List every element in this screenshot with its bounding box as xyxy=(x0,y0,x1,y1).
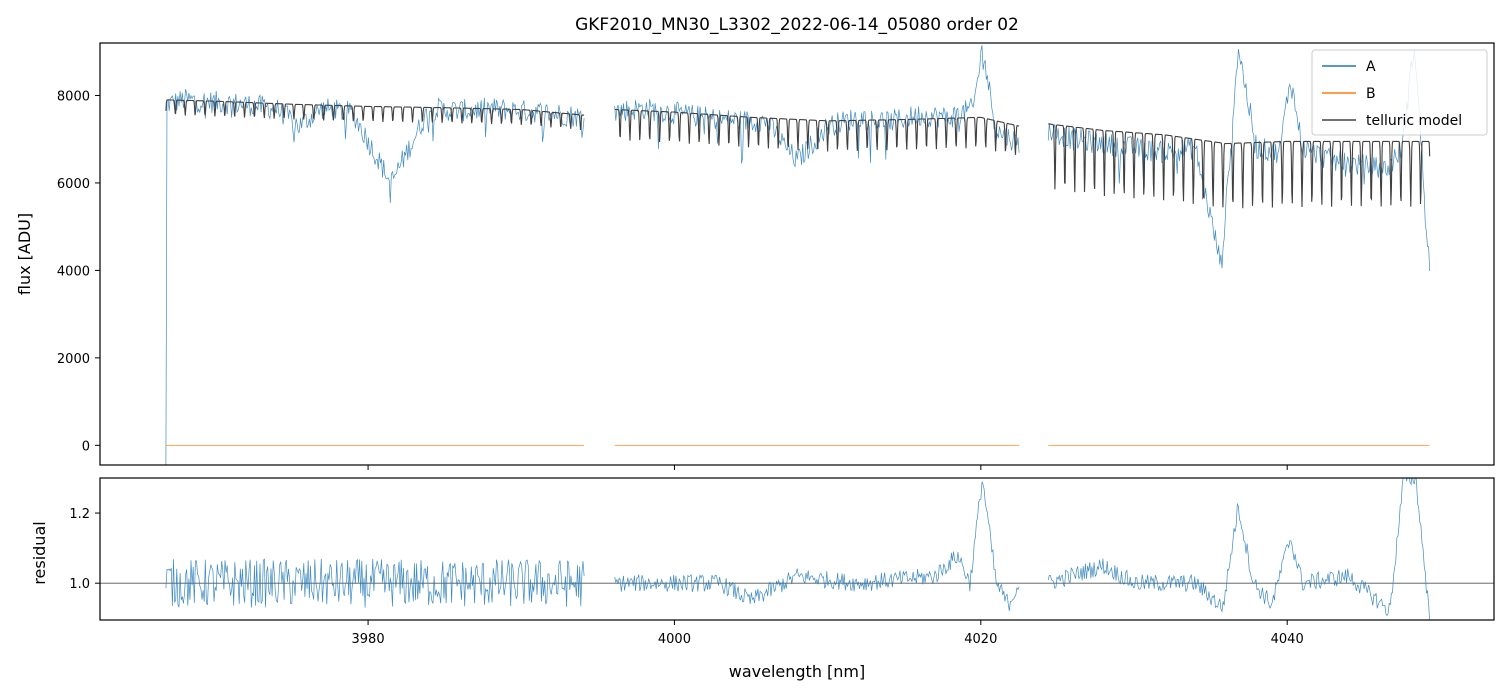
legend-label-telluric: telluric model xyxy=(1366,113,1462,129)
legend-box xyxy=(1311,49,1488,136)
residual-line-seg-0 xyxy=(165,558,585,608)
residual-line-seg-1 xyxy=(614,481,1020,612)
flux-ytick-label-2: 4000 xyxy=(57,264,90,279)
legend: A B telluric model xyxy=(1311,49,1488,136)
telluric-model-line-seg-2 xyxy=(1048,123,1431,209)
series-a-line-seg-0 xyxy=(165,89,585,465)
flux-axes-frame xyxy=(99,42,1495,466)
telluric-model-line-seg-0 xyxy=(165,99,585,131)
flux-axis-ticks: 0 2000 4000 6000 8000 xyxy=(57,89,1288,470)
chart-title: GKF2010_MN30_L3302_2022-06-14_05080 orde… xyxy=(575,15,1019,35)
telluric-model-line-seg-1 xyxy=(614,108,1020,155)
series-a-line-seg-2 xyxy=(1047,49,1431,272)
flux-ytick-label-4: 8000 xyxy=(57,89,90,104)
residual-axes-frame xyxy=(99,477,1495,621)
flux-ylabel: flux [ADU] xyxy=(15,213,34,295)
flux-ytick-label-3: 6000 xyxy=(57,177,90,192)
residual-xtick-label-2: 4020 xyxy=(964,632,997,647)
flux-plot-data xyxy=(165,45,1431,465)
residual-xtick-label-3: 4040 xyxy=(1271,632,1304,647)
residual-xtick-label-1: 4000 xyxy=(658,632,691,647)
flux-ytick-label-1: 2000 xyxy=(57,352,90,367)
legend-label-a: A xyxy=(1366,59,1376,75)
residual-xlabel: wavelength [nm] xyxy=(729,662,866,681)
residual-ylabel: residual xyxy=(30,521,49,584)
flux-ytick-label-0: 0 xyxy=(82,439,90,454)
residual-axis-ticks: 3980 4000 4020 4040 1.0 1.2 xyxy=(69,507,1303,647)
residual-xtick-label-0: 3980 xyxy=(352,632,385,647)
residual-line-seg-2 xyxy=(1047,478,1430,620)
residual-panel: 3980 4000 4020 4040 1.0 1.2 residual waveleng… xyxy=(30,477,1495,681)
flux-panel: 0 2000 4000 6000 8000 flux [ADU] A B telluri… xyxy=(15,42,1495,470)
legend-label-b: B xyxy=(1366,86,1376,102)
residual-ytick-label-1: 1.2 xyxy=(69,507,90,522)
series-a-line-seg-1 xyxy=(614,45,1020,168)
residual-plot-data xyxy=(100,478,1494,620)
residual-ytick-label-0: 1.0 xyxy=(69,577,90,592)
